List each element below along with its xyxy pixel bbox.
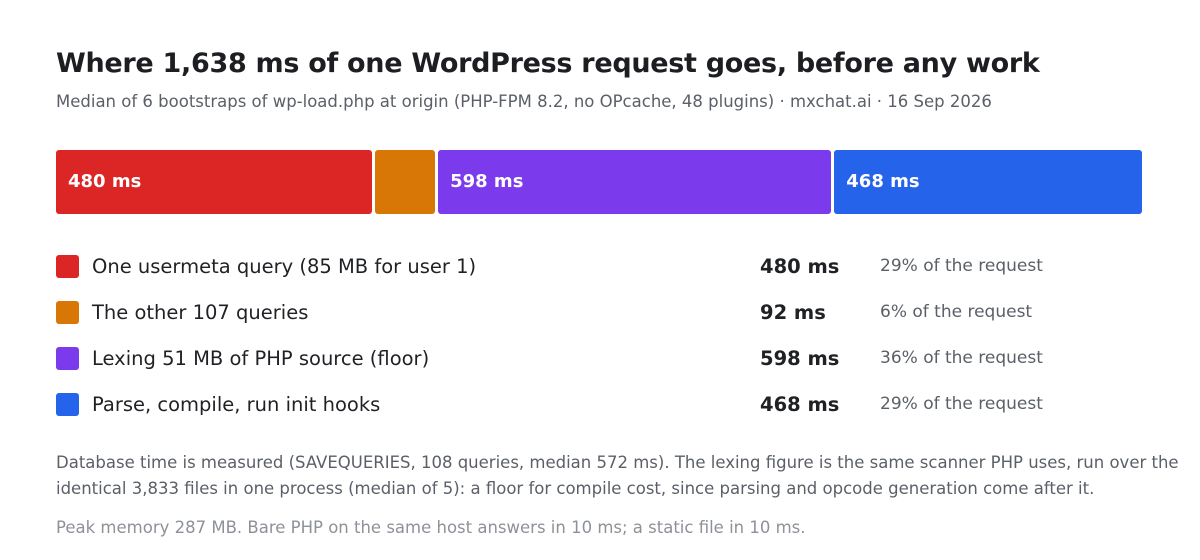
bar-segment-label: 468 ms [846, 171, 920, 192]
bar-segment [374, 150, 436, 214]
legend-value: 92 ms [760, 301, 826, 324]
legend-swatch [56, 255, 79, 278]
legend-row: Parse, compile, run init hooks 468 ms 29% … [56, 382, 1156, 428]
stacked-bar: 480 ms 598 ms 468 ms [56, 150, 1142, 214]
legend-share: 29% of the request [880, 256, 1043, 276]
bar-segment: 480 ms [56, 150, 372, 214]
legend-share: 6% of the request [880, 302, 1033, 322]
legend-value: 468 ms [760, 393, 840, 416]
fineprint: Peak memory 287 MB. Bare PHP on the same… [56, 518, 806, 537]
footnote: Database time is measured (SAVEQUERIES, … [56, 453, 1179, 498]
legend-swatch [56, 393, 79, 416]
chart-title: Where 1,638 ms of one WordPress request … [56, 48, 1040, 79]
legend-row: One usermeta query (85 MB for user 1) 480… [56, 244, 1156, 290]
bar-segment: 468 ms [834, 150, 1142, 214]
legend-value: 480 ms [760, 255, 840, 278]
legend-share: 29% of the request [880, 394, 1043, 414]
legend: One usermeta query (85 MB for user 1) 480… [56, 244, 1156, 428]
bar-segment-label: 598 ms [450, 171, 524, 192]
legend-swatch [56, 301, 79, 324]
legend-label: One usermeta query (85 MB for user 1) [92, 255, 477, 278]
legend-row: The other 107 queries 92 ms 6% of the requ… [56, 290, 1156, 336]
legend-swatch [56, 347, 79, 370]
legend-label: Parse, compile, run init hooks [92, 393, 381, 416]
chart-subtitle: Median of 6 bootstraps of wp-load.php at… [56, 92, 992, 111]
bar-segment: 598 ms [438, 150, 832, 214]
legend-share: 36% of the request [880, 348, 1043, 368]
legend-row: Lexing 51 MB of PHP source (floor) 598 ms… [56, 336, 1156, 382]
bar-segment-label: 480 ms [68, 171, 142, 192]
legend-label: Lexing 51 MB of PHP source (floor) [92, 347, 430, 370]
legend-label: The other 107 queries [92, 301, 309, 324]
legend-value: 598 ms [760, 347, 840, 370]
